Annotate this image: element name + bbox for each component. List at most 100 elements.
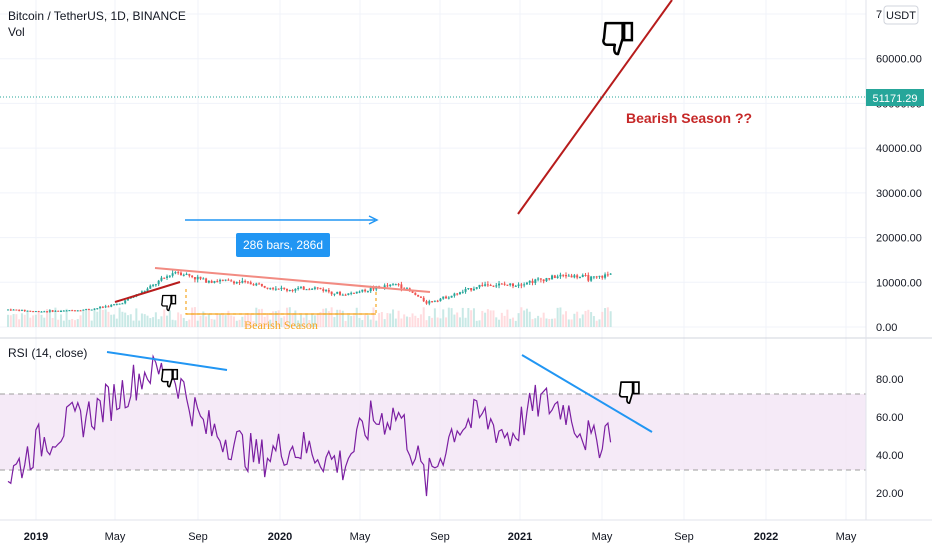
volume-bar (366, 315, 369, 327)
candle-body (205, 278, 208, 283)
volume-bar (79, 315, 82, 327)
volume-bar (302, 317, 305, 327)
volume-bar (115, 318, 118, 327)
volume-bar (389, 313, 392, 327)
volume-bar (177, 312, 180, 327)
candle-body (336, 291, 339, 294)
volume-bar (93, 308, 96, 327)
volume-bar (330, 307, 333, 327)
time-tick-label: Sep (430, 531, 450, 543)
candle-body (46, 311, 49, 313)
volume-bar (110, 314, 113, 327)
candle-body (316, 287, 319, 289)
price-axis[interactable]: 0.0010000.0020000.0030000.0040000.005000… (876, 9, 922, 334)
volume-bar (369, 319, 372, 327)
currency-badge[interactable]: USDT (886, 10, 916, 22)
volume-bar (514, 320, 517, 327)
candle-body (576, 275, 579, 278)
volume-bar (394, 318, 397, 327)
price-tick-label: 40000.00 (876, 143, 922, 155)
volume-bar (291, 313, 294, 327)
candle-body (592, 276, 595, 278)
candle-body (433, 300, 436, 302)
volume-bar (581, 314, 584, 327)
volume-bar (87, 308, 90, 327)
volume-bar (76, 319, 79, 327)
volume-bar (520, 307, 523, 327)
trend-line-up-2019 (114, 281, 181, 303)
candle-body (244, 280, 247, 282)
candle-body (294, 288, 297, 291)
volume-bar (171, 319, 174, 327)
volume-bar (241, 316, 244, 327)
candle-body (606, 274, 609, 276)
candle-body (364, 289, 367, 292)
volume-bar (46, 308, 49, 327)
volume-bar (255, 307, 258, 327)
volume-bar (584, 310, 587, 327)
candle-body (445, 296, 448, 299)
volume-bar (297, 320, 300, 327)
candle-body (383, 285, 386, 289)
volume-bar (29, 317, 32, 327)
volume-bar (445, 317, 448, 327)
volume-bar (587, 309, 590, 327)
candle-body (90, 309, 93, 311)
candle-body (210, 280, 213, 283)
rsi-axis[interactable]: 20.00 40.00 60.00 80.00 (876, 374, 904, 500)
candle-body (85, 309, 88, 311)
volume-bar (205, 316, 208, 327)
volume-bar (419, 314, 422, 327)
volume-bar (556, 307, 559, 327)
volume-bar (339, 309, 342, 327)
volume-bar (478, 320, 481, 327)
volume-bar (447, 307, 450, 327)
volume-bar (509, 318, 512, 327)
candle-body (299, 286, 302, 288)
volume-bar (523, 310, 526, 327)
candle-body (18, 309, 21, 311)
volume-bar (537, 315, 540, 327)
volume-bar (553, 318, 556, 327)
candle-body (553, 275, 556, 279)
volume-bar (528, 311, 531, 327)
time-tick-label: May (836, 531, 857, 543)
time-tick-label: 2021 (508, 531, 532, 543)
volume-bar (567, 319, 570, 327)
volume-bar (458, 317, 461, 327)
candle-body (542, 279, 545, 282)
candle-body (65, 310, 68, 312)
volume-bar (62, 320, 65, 327)
candle-body (464, 289, 467, 292)
candle-body (143, 290, 146, 292)
volume-bar (361, 320, 364, 327)
candle-body (551, 275, 554, 280)
candle-body (319, 287, 322, 290)
candle-body (458, 292, 461, 295)
volume-bar (107, 311, 110, 327)
volume-bar (146, 315, 149, 327)
candle-body (255, 283, 258, 286)
volume-bar (573, 313, 576, 327)
candle-body (171, 273, 174, 276)
candle-body (20, 309, 23, 311)
candle-body (322, 289, 325, 291)
volume-bar (280, 317, 283, 327)
volume-bar (283, 316, 286, 327)
time-tick-label: May (350, 531, 371, 543)
time-axis[interactable]: 2019 May Sep 2020 May Sep 2021 May Sep 2022 May (24, 531, 857, 543)
candle-body (425, 301, 428, 304)
candle-body (263, 285, 266, 288)
volume-bar (272, 311, 275, 327)
currency-badge-box[interactable] (883, 5, 919, 25)
candle-body (595, 276, 598, 278)
candle-body (216, 281, 219, 283)
volume-bar (405, 316, 408, 327)
volume-bar (428, 316, 431, 327)
candle-body (37, 311, 40, 313)
volume-bar (386, 313, 389, 327)
candle-body (587, 275, 590, 281)
volume-bar (174, 320, 177, 327)
volume-bar (221, 314, 224, 327)
